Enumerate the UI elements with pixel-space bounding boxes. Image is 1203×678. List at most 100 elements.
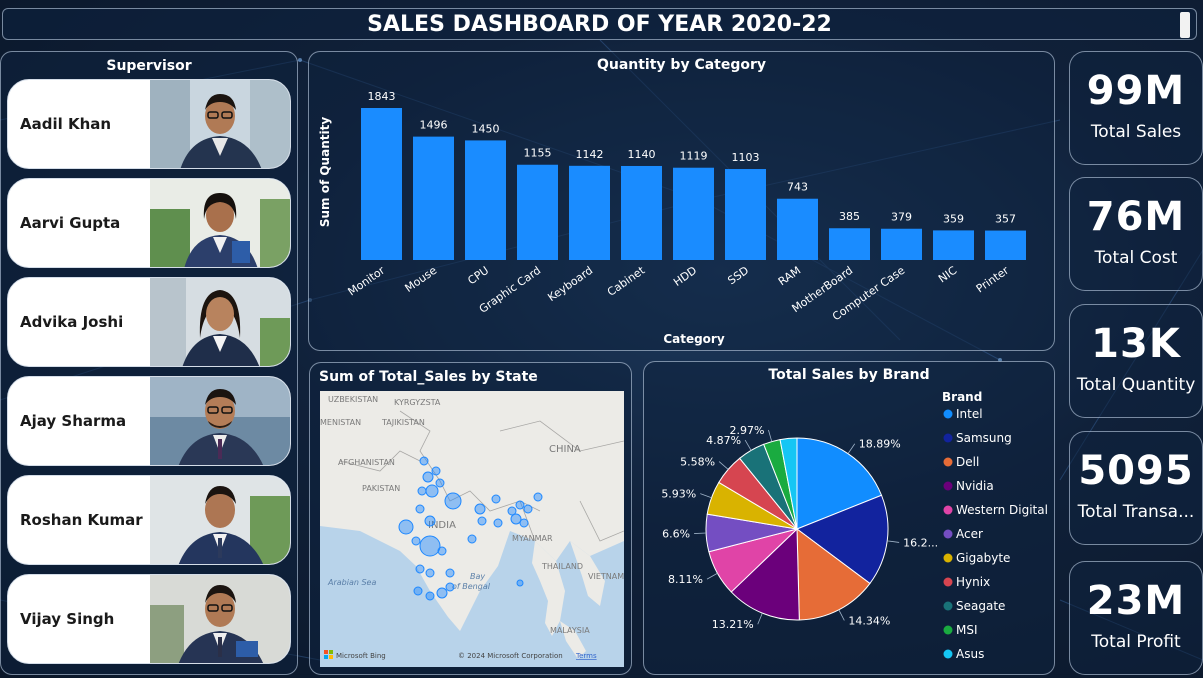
- map-bubble[interactable]: [411, 536, 421, 546]
- map-bubble[interactable]: [516, 579, 524, 587]
- map-bubble[interactable]: [523, 504, 533, 514]
- map-bubble[interactable]: [398, 519, 414, 535]
- x-tick-label: HDD: [671, 264, 699, 289]
- bar-data-label: 1119: [680, 150, 708, 163]
- map-bubble[interactable]: [467, 534, 477, 544]
- bar[interactable]: [673, 167, 714, 260]
- supervisor-card[interactable]: Vijay Singh: [7, 574, 291, 664]
- map-bubble[interactable]: [436, 587, 448, 599]
- map-bubble[interactable]: [419, 535, 441, 557]
- map-label: PAKISTAN: [362, 484, 400, 493]
- map-bubble[interactable]: [422, 471, 434, 483]
- map-bubble[interactable]: [493, 518, 503, 528]
- supervisor-card[interactable]: Roshan Kumar: [7, 475, 291, 565]
- map-bubble[interactable]: [425, 484, 439, 498]
- supervisor-card[interactable]: Advika Joshi: [7, 277, 291, 367]
- map-bubble[interactable]: [445, 568, 455, 578]
- legend-item[interactable]: Acer: [956, 527, 983, 541]
- map-bubble[interactable]: [533, 492, 543, 502]
- map-label: VIETNAM: [588, 572, 624, 581]
- bar[interactable]: [413, 136, 454, 260]
- map-bubble[interactable]: [435, 478, 445, 488]
- legend-item[interactable]: Nvidia: [956, 479, 994, 493]
- bing-logo-icon: [324, 650, 333, 659]
- legend-item[interactable]: Seagate: [956, 599, 1005, 613]
- bar[interactable]: [465, 140, 506, 260]
- legend-marker: [943, 409, 953, 419]
- pie-slice[interactable]: [795, 494, 889, 585]
- pie-panel: Total Sales by Brand Brand 18.89% 16.2...…: [643, 361, 1055, 675]
- pie-slice[interactable]: [779, 437, 798, 530]
- map-bubble[interactable]: [444, 492, 462, 510]
- map-canvas[interactable]: UZBEKISTAN KYRGYZSTA MENISTAN TAJIKISTAN…: [320, 391, 624, 667]
- kpi-value: 5095: [1078, 448, 1194, 494]
- map-bubble[interactable]: [419, 456, 429, 466]
- map-bubble[interactable]: [474, 503, 486, 515]
- bar[interactable]: [621, 165, 662, 260]
- map-bubble[interactable]: [515, 500, 525, 510]
- legend-title: Brand: [942, 390, 982, 404]
- map-bubble[interactable]: [431, 466, 441, 476]
- supervisor-card[interactable]: Ajay Sharma: [7, 376, 291, 466]
- bar[interactable]: [881, 228, 922, 260]
- map-bubble[interactable]: [445, 582, 455, 592]
- map-label: MALAYSIA: [550, 626, 590, 635]
- map-bubble[interactable]: [519, 518, 529, 528]
- legend-item[interactable]: Intel: [956, 407, 983, 421]
- map-bubble[interactable]: [417, 486, 427, 496]
- legend-item[interactable]: Gigabyte: [956, 551, 1010, 565]
- legend-item[interactable]: Asus: [956, 647, 984, 661]
- map-bubble[interactable]: [507, 506, 517, 516]
- legend-item[interactable]: MSI: [956, 623, 978, 637]
- bar-chart: Sum of Quantity Category 1843 Monitor 1496…: [318, 90, 1026, 346]
- kpi-card-total-transactions: 5095 Total Transa...: [1069, 431, 1203, 545]
- x-tick-label: SSD: [725, 264, 751, 288]
- map-bubble[interactable]: [477, 516, 487, 526]
- map-bubble[interactable]: [415, 564, 425, 574]
- pie-data-label: 13.21%: [712, 618, 754, 631]
- bar[interactable]: [777, 198, 818, 260]
- supervisor-card[interactable]: Aadil Khan: [7, 79, 291, 169]
- bar[interactable]: [517, 164, 558, 260]
- map-bubble[interactable]: [491, 494, 501, 504]
- pie-slice[interactable]: [796, 437, 883, 530]
- legend-marker: [943, 481, 953, 491]
- pie-slice[interactable]: [730, 527, 800, 621]
- pie-slice[interactable]: [796, 527, 871, 621]
- legend-item[interactable]: Dell: [956, 455, 979, 469]
- map-bubble[interactable]: [425, 591, 435, 601]
- map-bubble[interactable]: [437, 546, 447, 556]
- map-bubble[interactable]: [425, 568, 435, 578]
- bar[interactable]: [829, 228, 870, 260]
- scroll-handle[interactable]: [1180, 12, 1190, 38]
- bar[interactable]: [361, 108, 402, 260]
- bing-label: Microsoft Bing: [336, 652, 386, 660]
- bar[interactable]: [933, 230, 974, 260]
- legend-marker: [943, 625, 953, 635]
- bar-data-label: 379: [891, 211, 912, 224]
- legend-item[interactable]: Hynix: [956, 575, 990, 589]
- legend-item[interactable]: Western Digital: [956, 503, 1048, 517]
- bar[interactable]: [985, 230, 1026, 260]
- supervisor-card[interactable]: Aarvi Gupta: [7, 178, 291, 268]
- bar-data-label: 743: [787, 181, 808, 194]
- map-bubble[interactable]: [415, 504, 425, 514]
- map-sea-label: Bay: [470, 572, 485, 581]
- map-bubble[interactable]: [413, 586, 423, 596]
- map-label: KYRGYZSTA: [394, 398, 441, 407]
- map-bubble[interactable]: [510, 513, 522, 525]
- terms-link[interactable]: Terms: [575, 652, 597, 660]
- map-label: INDIA: [428, 520, 456, 531]
- bar[interactable]: [569, 165, 610, 260]
- bar[interactable]: [725, 169, 766, 260]
- map-label: MYANMAR: [512, 534, 553, 543]
- x-tick-label: Monitor: [346, 264, 388, 299]
- kpi-label: Total Profit: [1091, 632, 1181, 652]
- kpi-label: Total Transa...: [1077, 502, 1195, 522]
- kpi-value: 23M: [1086, 578, 1186, 624]
- legend-item[interactable]: Samsung: [956, 431, 1012, 445]
- dashboard-title: SALES DASHBOARD OF YEAR 2020-22: [367, 11, 832, 37]
- x-tick-label: Keyboard: [545, 264, 595, 304]
- map-bubble[interactable]: [424, 515, 436, 527]
- x-tick-label: Cabinet: [605, 263, 648, 298]
